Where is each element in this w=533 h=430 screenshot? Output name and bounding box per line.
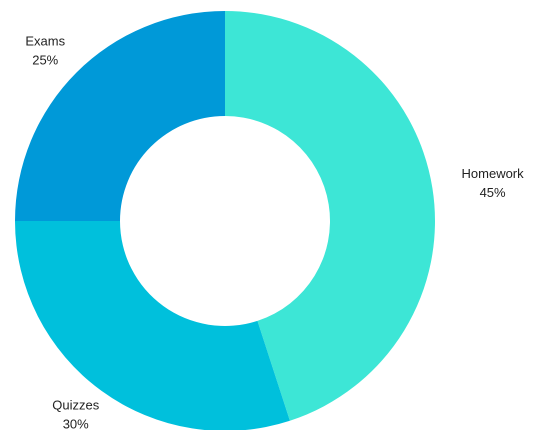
donut-slice	[15, 221, 290, 430]
slice-value-label: 30%	[63, 417, 89, 430]
donut-slice	[15, 11, 225, 221]
slice-label: Homework	[462, 166, 525, 181]
slice-label: Quizzes	[52, 398, 99, 413]
donut-slice	[225, 11, 436, 421]
slice-label: Exams	[25, 34, 65, 49]
slice-value-label: 25%	[32, 53, 58, 68]
slice-value-label: 45%	[480, 185, 506, 200]
